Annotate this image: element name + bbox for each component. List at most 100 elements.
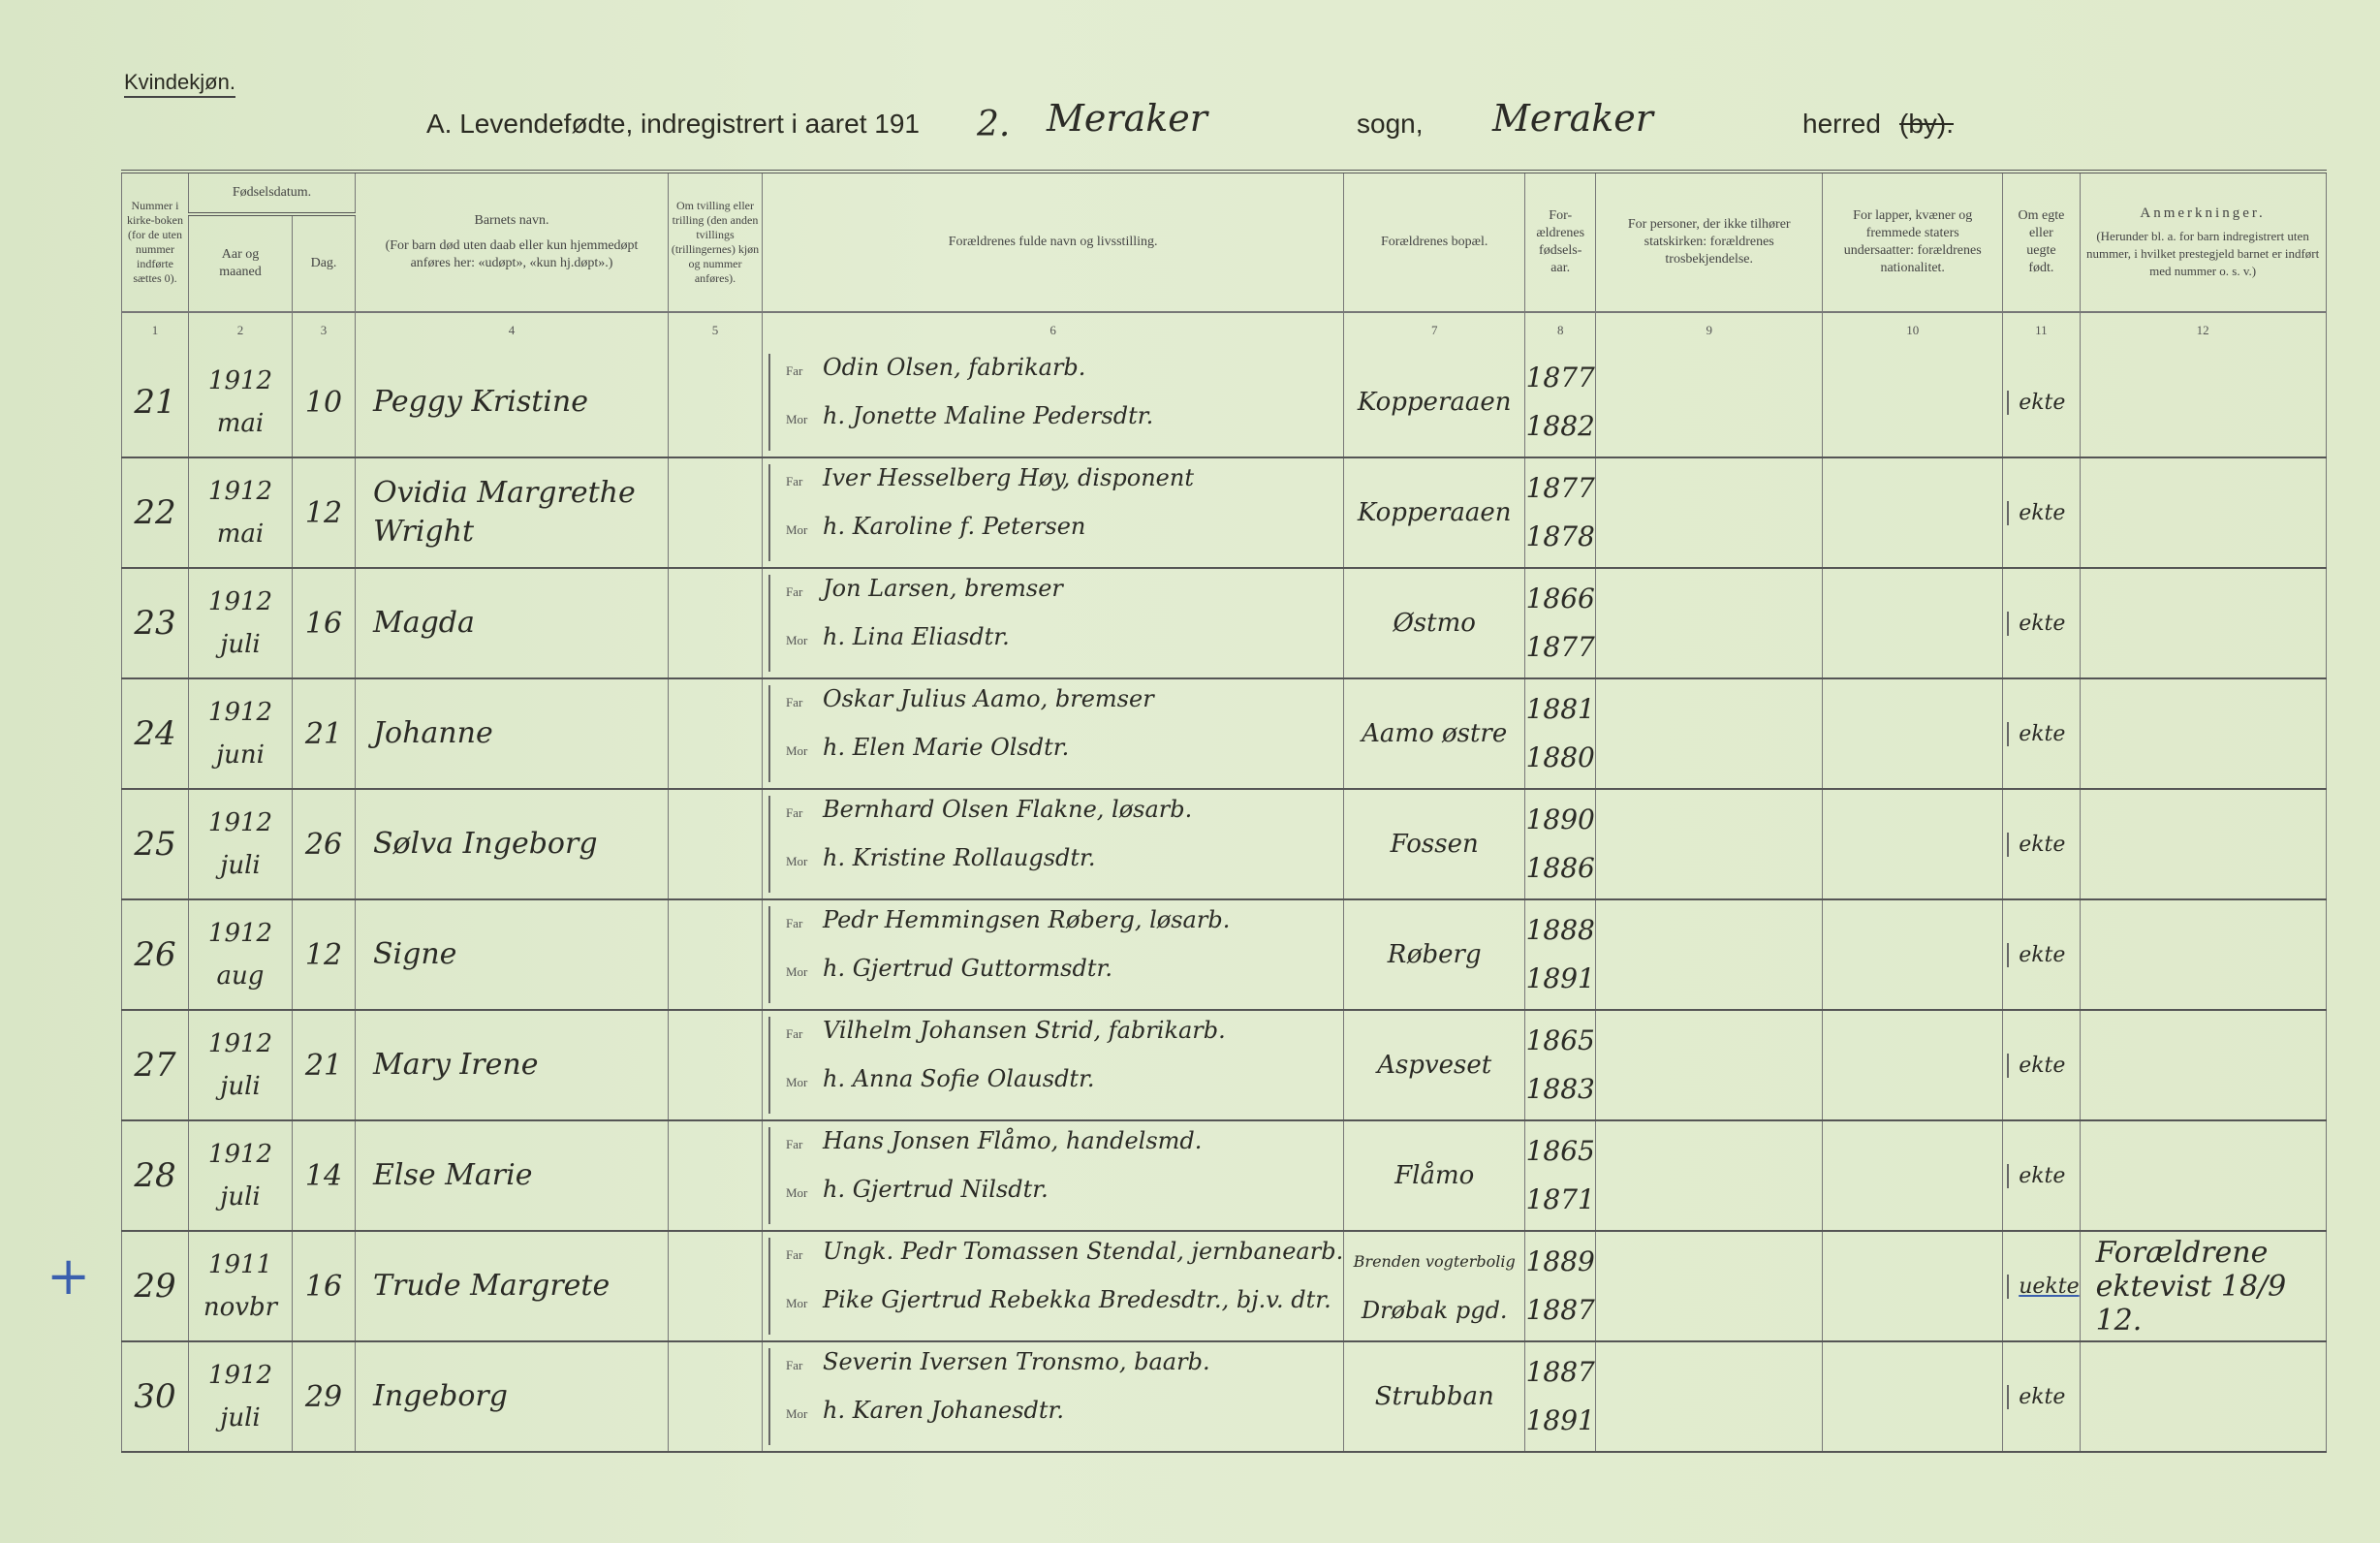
father-label: Far <box>786 805 803 820</box>
parents-cell: Far Oskar Julius Aamo, bremser Mor h. Elen … <box>761 678 1345 790</box>
father-birth-year: 1890 <box>1525 803 1595 835</box>
parents-birth-years: 1866 1877 <box>1524 568 1597 679</box>
table-row: 29 1911 novbr 16 Trude Margrete Far Ungk. Pedr… <box>121 1231 2327 1342</box>
mother-label: Mor <box>786 522 808 537</box>
table-row: 25 1912 juli 26 Sølva Ingeborg Far Bernhard Ol… <box>121 789 2327 900</box>
remarks <box>2079 1120 2327 1232</box>
child-name: Signe <box>355 899 669 1011</box>
mother-name: h. Gjertrud Guttormsdtr. <box>823 955 1112 982</box>
birth-year-month: 1912 juli <box>188 1341 293 1453</box>
header-year-month: Aar og maaned <box>188 212 293 313</box>
mother-name: h. Elen Marie Olsdtr. <box>823 734 1070 761</box>
legitimacy: ekte <box>2007 832 2079 857</box>
header-remarks-note: (Herunder bl. a. for barn indregistrert … <box>2085 229 2320 278</box>
mother-line: Mor h. Gjertrud Nilsdtr. <box>768 1176 1343 1224</box>
by-label-struck: (by). <box>1899 109 1954 139</box>
header-child-name-note: (For barn død uten daab eller kun hjemme… <box>385 238 639 270</box>
legitimacy-cell: ekte <box>2002 1010 2081 1121</box>
twin-info <box>668 1341 763 1453</box>
legitimacy-cell: ekte <box>2002 457 2081 569</box>
birth-year: 1912 <box>207 1361 273 1390</box>
mother-birth-year: 1886 <box>1525 852 1595 884</box>
mother-birth-year: 1882 <box>1525 410 1595 442</box>
mother-birth-year: 1891 <box>1525 962 1595 994</box>
mother-label: Mor <box>786 412 808 426</box>
birth-month: juli <box>220 851 261 880</box>
father-birth-year: 1865 <box>1525 1135 1595 1167</box>
entry-number: 30 <box>121 1341 189 1453</box>
father-line: Far Pedr Hemmingsen Røberg, løsarb. <box>768 906 1343 955</box>
birth-day: 21 <box>292 678 356 790</box>
column-number: 8 <box>1524 312 1597 348</box>
table-row: 30 1912 juli 29 Ingeborg Far Severin Iversen T… <box>121 1341 2327 1453</box>
birth-day: 21 <box>292 1010 356 1121</box>
header-child-name-title: Barnets navn. <box>474 213 549 228</box>
father-name: Ungk. Pedr Tomassen Stendal, jernbanearb… <box>823 1238 1344 1265</box>
header-legitimacy: Om egte eller uegte født. <box>2002 170 2081 313</box>
birth-year: 1912 <box>207 919 273 948</box>
mother-line: Mor h. Jonette Maline Pedersdtr. <box>768 402 1343 451</box>
nationality <box>1822 899 2004 1011</box>
legitimacy: ekte <box>2007 611 2079 636</box>
herred-label: herred <box>1802 109 1881 139</box>
remarks <box>2079 1010 2327 1121</box>
birth-year: 1912 <box>207 1029 273 1058</box>
mother-label: Mor <box>786 964 808 979</box>
father-line: Far Bernhard Olsen Flakne, løsarb. <box>768 796 1343 844</box>
parents-birth-years: 1865 1883 <box>1524 1010 1597 1121</box>
religion <box>1595 1341 1824 1453</box>
birth-day: 29 <box>292 1341 356 1453</box>
twin-info <box>668 899 763 1011</box>
nationality <box>1822 1341 2004 1453</box>
column-number: 7 <box>1343 312 1526 348</box>
parents-birth-years: 1877 1882 <box>1524 348 1597 458</box>
header-child-name: Barnets navn. (For barn død uten daab el… <box>355 170 669 313</box>
birth-day: 12 <box>292 899 356 1011</box>
mother-label: Mor <box>786 1075 808 1089</box>
mother-name: h. Jonette Maline Pedersdtr. <box>823 402 1154 429</box>
birth-day: 26 <box>292 789 356 900</box>
father-birth-year: 1888 <box>1525 914 1595 946</box>
father-label: Far <box>786 584 803 599</box>
mother-label: Mor <box>786 1406 808 1421</box>
entry-number: 27 <box>121 1010 189 1121</box>
nationality <box>1822 1120 2004 1232</box>
mother-line: Mor h. Lina Eliasdtr. <box>768 623 1343 672</box>
entry-number: 21 <box>121 348 189 458</box>
parents-birth-years: 1888 1891 <box>1524 899 1597 1011</box>
mother-birth-year: 1887 <box>1525 1294 1595 1326</box>
residence-cell: Kopperaaen <box>1343 457 1526 569</box>
birth-month: juli <box>220 630 261 659</box>
residence: Flåmo <box>1394 1161 1475 1190</box>
religion <box>1595 789 1824 900</box>
parents-birth-years: 1865 1871 <box>1524 1120 1597 1232</box>
twin-info <box>668 1231 763 1342</box>
legitimacy: ekte <box>2007 500 2079 525</box>
mother-line: Mor h. Karoline f. Petersen <box>768 513 1343 561</box>
legitimacy-cell: uekte <box>2002 1231 2081 1342</box>
table-row: 28 1912 juli 14 Else Marie Far Hans Jonsen Flå… <box>121 1120 2327 1232</box>
column-number: 12 <box>2079 312 2327 348</box>
father-name: Iver Hesselberg Høy, disponent <box>823 464 1194 491</box>
legitimacy: ekte <box>2007 942 2079 967</box>
margin-mark: + <box>47 1245 91 1307</box>
residence-cell: Aamo østre <box>1343 678 1526 790</box>
column-number: 3 <box>292 312 356 348</box>
entry-number: 29 <box>121 1231 189 1342</box>
legitimacy: uekte <box>2007 1274 2080 1299</box>
birth-year-month: 1912 juni <box>188 678 293 790</box>
father-label: Far <box>786 1247 803 1262</box>
mother-birth-year: 1871 <box>1525 1183 1595 1215</box>
nationality <box>1822 457 2004 569</box>
mother-name: h. Anna Sofie Olausdtr. <box>823 1065 1095 1092</box>
birth-month: juli <box>220 1182 261 1212</box>
birth-year: 1911 <box>207 1250 273 1279</box>
parents-birth-years: 1877 1878 <box>1524 457 1597 569</box>
entry-number: 25 <box>121 789 189 900</box>
child-name: Peggy Kristine <box>355 348 669 458</box>
legitimacy: ekte <box>2007 1163 2079 1188</box>
father-label: Far <box>786 695 803 709</box>
entry-number: 26 <box>121 899 189 1011</box>
header-birthdate: Fødselsdatum. <box>188 170 356 215</box>
